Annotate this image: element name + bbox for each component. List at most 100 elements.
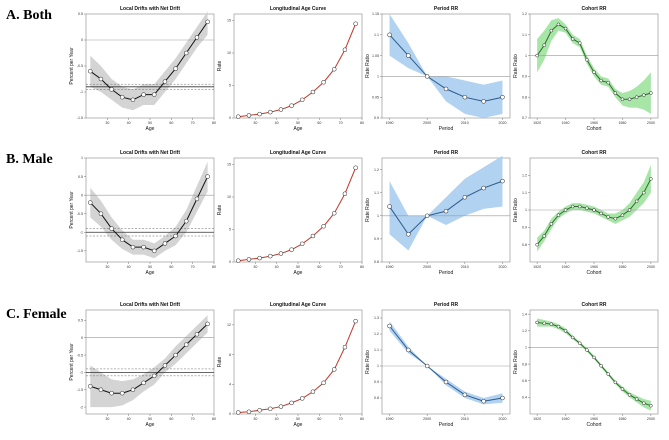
data-point	[162, 241, 168, 246]
plot-frame	[233, 157, 363, 263]
data-point	[321, 80, 326, 85]
plot-frame	[381, 309, 511, 415]
data-point	[406, 347, 411, 353]
y-tick-label: 8	[229, 353, 231, 357]
ci-band	[90, 11, 208, 111]
y-tick-label: -0.5	[77, 353, 83, 357]
data-point	[585, 58, 589, 62]
y-axis-label: Rate	[217, 205, 223, 216]
data-point	[173, 66, 178, 71]
data-point	[606, 80, 610, 85]
x-tick-label: 80	[360, 265, 364, 269]
y-tick-label: -1.5	[77, 116, 83, 120]
x-tick-label: 40	[275, 417, 279, 421]
x-axis-label: Age	[294, 126, 303, 132]
y-tick-label: 0.9	[522, 75, 527, 79]
y-tick-label: 1.1	[374, 33, 379, 37]
data-point	[141, 244, 146, 250]
data-point	[481, 99, 486, 104]
data-point	[246, 409, 252, 415]
data-point	[332, 367, 337, 372]
data-point	[443, 208, 449, 214]
data-point	[620, 97, 625, 102]
data-point	[549, 222, 554, 226]
data-point	[342, 344, 348, 350]
y-tick-label: 0.7	[522, 116, 527, 120]
y-axis-label: Rate Ratio	[365, 198, 371, 222]
data-point	[300, 241, 305, 247]
x-tick-label: 80	[360, 417, 364, 421]
x-tick-label: 80	[212, 121, 216, 125]
data-point	[387, 323, 392, 329]
y-tick-label: -1.5	[77, 249, 83, 253]
x-axis-label: Cohort	[586, 126, 602, 132]
data-point	[406, 53, 411, 58]
data-point	[98, 76, 104, 82]
data-point	[289, 247, 294, 252]
data-point	[613, 380, 618, 385]
y-tick-label: 1.4	[522, 312, 527, 316]
y-tick-label: 1	[377, 214, 379, 218]
data-point	[634, 397, 639, 401]
y-tick-label: 0.8	[522, 362, 527, 366]
panel-drift-r0: Local Drifts with Net Drift 30 40 50 60 70 80 -…	[69, 6, 216, 132]
data-point	[194, 196, 200, 202]
data-point	[332, 211, 337, 216]
x-tick-label: 50	[148, 121, 152, 125]
data-point	[592, 208, 596, 212]
x-axis-label: Age	[146, 270, 155, 276]
data-point	[289, 400, 294, 406]
y-tick-label: 15	[227, 163, 231, 167]
x-tick-label: 1920	[533, 121, 541, 125]
data-point	[141, 380, 146, 386]
data-point	[620, 213, 625, 217]
x-tick-label: 1960	[590, 121, 598, 125]
data-point	[236, 410, 241, 415]
x-tick-label: 2000	[647, 121, 655, 125]
panel-drift-r2: Local Drifts with Net Drift 30 40 50 60 70 80 -…	[69, 302, 216, 428]
y-tick-label: 0	[81, 193, 83, 197]
data-point	[606, 215, 610, 219]
x-axis-label: Period	[439, 126, 454, 132]
data-point	[310, 89, 316, 95]
data-point	[542, 234, 546, 238]
x-tick-label: 80	[212, 417, 216, 421]
data-point	[246, 113, 252, 118]
data-point	[649, 177, 653, 181]
x-tick-label: 60	[317, 417, 321, 421]
x-tick-label: 30	[105, 121, 109, 125]
y-tick-label: 1.2	[374, 168, 379, 172]
data-point	[606, 372, 610, 376]
y-tick-label: -1	[80, 90, 83, 94]
y-tick-label: 1.2	[522, 329, 527, 333]
y-tick-label: 15	[227, 19, 231, 23]
y-tick-label: 0.8	[374, 260, 379, 264]
data-point	[246, 257, 252, 262]
x-tick-label: 60	[317, 265, 321, 269]
y-axis-label: Rate Ratio	[365, 54, 371, 78]
ci-band	[389, 155, 503, 251]
panel-title: Period RR	[434, 302, 459, 308]
y-tick-label: 0.9	[374, 116, 379, 120]
series-line	[89, 176, 209, 252]
y-tick-label: -1	[80, 371, 83, 375]
y-axis-label: Percent per Year	[69, 343, 75, 381]
x-tick-label: 1980	[618, 265, 626, 269]
y-tick-label: 12	[227, 323, 231, 327]
data-point	[109, 87, 114, 92]
panel-title: Period RR	[434, 6, 459, 12]
x-tick-label: 60	[317, 121, 321, 125]
data-point	[424, 213, 430, 219]
data-point	[278, 107, 284, 112]
data-point	[162, 79, 168, 84]
y-axis-label: Rate Ratio	[365, 350, 371, 374]
ci-band	[90, 315, 208, 408]
data-point	[642, 190, 646, 195]
data-point	[268, 109, 273, 115]
y-tick-label: 0	[229, 116, 231, 120]
y-axis-label: Rate Ratio	[513, 350, 519, 374]
data-point	[481, 398, 486, 404]
data-point	[120, 94, 125, 100]
y-tick-label: -0.5	[77, 64, 83, 68]
